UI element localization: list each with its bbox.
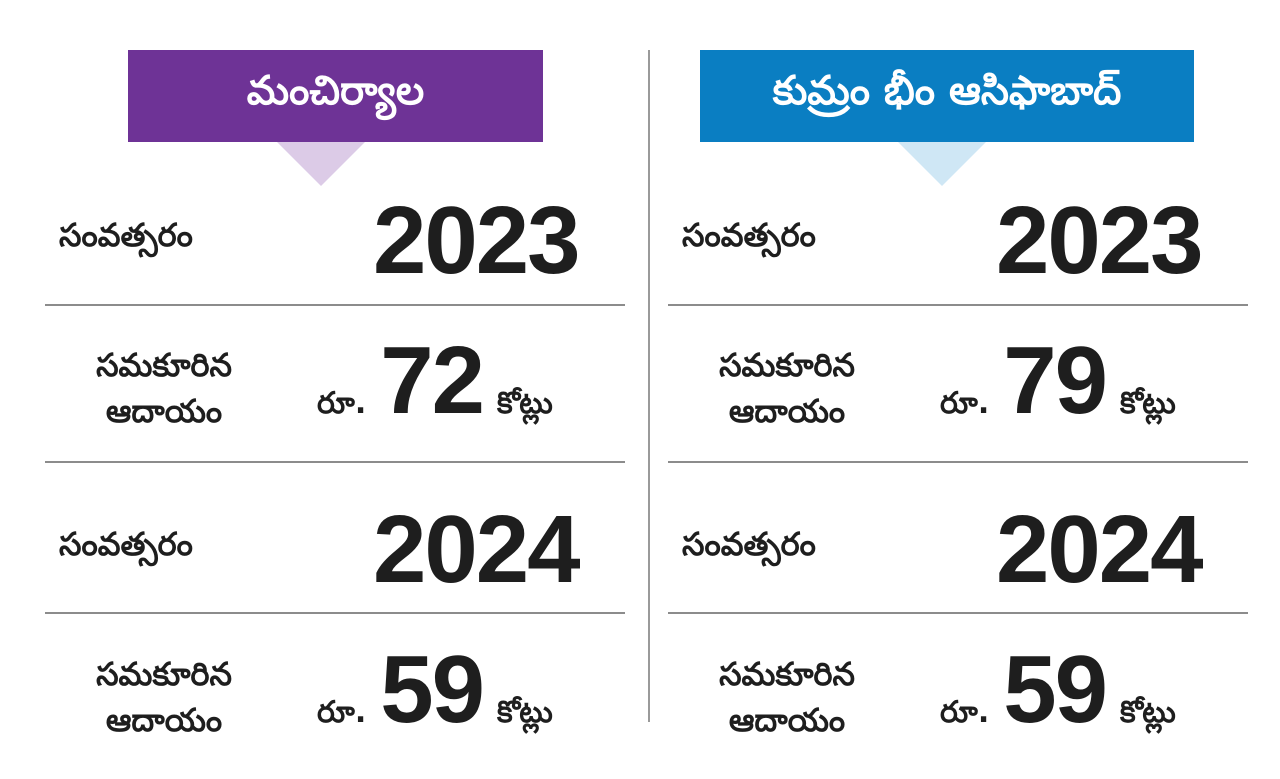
year-row: సంవత్సరం 2024 <box>45 487 625 607</box>
income-label: సమకూరిన ఆదాయం <box>96 655 232 739</box>
currency-prefix: రూ. <box>940 386 990 421</box>
year-value: 2023 <box>996 187 1204 294</box>
year-label: సంవత్సరం <box>682 525 816 563</box>
currency-prefix: రూ. <box>940 695 990 730</box>
header-pointer <box>277 142 365 186</box>
district-panel-asifabad: కుమ్రం భీం ఆసిఫాబాద్ సంవత్సరం 2023 సమకూర… <box>668 0 1248 779</box>
row-divider <box>668 461 1248 463</box>
row-divider <box>45 304 625 306</box>
row-divider <box>45 612 625 614</box>
amount-value: 72 <box>380 327 485 434</box>
district-title: మంచిర్యాల <box>128 50 543 142</box>
currency-prefix: రూ. <box>317 386 367 421</box>
income-label: సమకూరిన ఆదాయం <box>96 346 232 430</box>
year-row: సంవత్సరం 2024 <box>668 487 1248 607</box>
year-value: 2023 <box>373 187 581 294</box>
income-label: సమకూరిన ఆదాయం <box>719 346 855 430</box>
amount-unit: కోట్లు <box>1120 695 1176 730</box>
income-row: సమకూరిన ఆదాయం రూ. 59 కోట్లు <box>45 617 625 757</box>
currency-prefix: రూ. <box>317 695 367 730</box>
row-divider <box>668 304 1248 306</box>
column-divider <box>648 50 650 722</box>
amount-unit: కోట్లు <box>497 695 553 730</box>
amount-unit: కోట్లు <box>497 386 553 421</box>
income-row: సమకూరిన ఆదాయం రూ. 72 కోట్లు <box>45 308 625 448</box>
income-row: సమకూరిన ఆదాయం రూ. 59 కోట్లు <box>668 617 1248 757</box>
amount-value: 59 <box>380 636 485 743</box>
income-amount: రూ. 59 కోట్లు <box>317 635 553 745</box>
header-pointer <box>898 142 986 186</box>
year-label: సంవత్సరం <box>59 216 193 254</box>
year-value: 2024 <box>996 496 1204 603</box>
income-amount: రూ. 72 కోట్లు <box>317 326 553 436</box>
year-row: సంవత్సరం 2023 <box>668 178 1248 298</box>
amount-value: 59 <box>1003 636 1108 743</box>
income-label: సమకూరిన ఆదాయం <box>719 655 855 739</box>
income-amount: రూ. 79 కోట్లు <box>940 326 1176 436</box>
year-label: సంవత్సరం <box>682 216 816 254</box>
amount-unit: కోట్లు <box>1120 386 1176 421</box>
district-panel-mancherial: మంచిర్యాల సంవత్సరం 2023 సమకూరిన ఆదాయం రూ… <box>45 0 625 779</box>
year-label: సంవత్సరం <box>59 525 193 563</box>
income-row: సమకూరిన ఆదాయం రూ. 79 కోట్లు <box>668 308 1248 448</box>
income-amount: రూ. 59 కోట్లు <box>940 635 1176 745</box>
year-value: 2024 <box>373 496 581 603</box>
row-divider <box>45 461 625 463</box>
district-title: కుమ్రం భీం ఆసిఫాబాద్ <box>700 50 1194 142</box>
row-divider <box>668 612 1248 614</box>
amount-value: 79 <box>1003 327 1108 434</box>
year-row: సంవత్సరం 2023 <box>45 178 625 298</box>
